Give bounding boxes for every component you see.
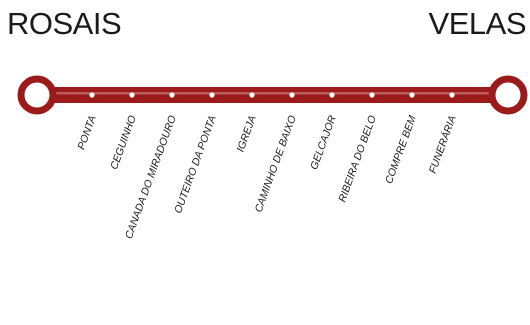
stop-label: CEGUINHO <box>108 114 139 171</box>
stop-dot <box>289 92 295 98</box>
end-terminus-label: VELAS <box>428 6 527 41</box>
stop-label: IGREJA <box>235 114 259 154</box>
route-line <box>30 87 508 103</box>
stop-label: GELCAJOR <box>308 114 339 172</box>
stop-dot <box>169 92 175 98</box>
stop-label: FUNERÁRIA <box>426 114 459 175</box>
start-terminus-circle <box>17 75 57 115</box>
stop-dot <box>449 92 455 98</box>
stop-dot <box>129 92 135 98</box>
route-line-highlight <box>40 92 498 95</box>
route-line-group <box>30 87 508 103</box>
stop-label: RIBEIRA DO BELO <box>336 114 378 204</box>
stop-label: CAMINHO DE BAIXO <box>253 114 299 214</box>
stop-dot <box>209 92 215 98</box>
stop-dot <box>329 92 335 98</box>
start-terminus-label: ROSAIS <box>7 6 122 41</box>
end-terminus-circle <box>488 75 528 115</box>
stop-label: COMPRE BEM <box>383 114 419 186</box>
stop-dot <box>409 92 415 98</box>
stop-label: PONTA <box>75 114 98 151</box>
stop-label: OUTEIRO DA PONTA <box>172 114 219 215</box>
stop-dot <box>89 92 95 98</box>
stop-dot <box>369 92 375 98</box>
stop-dot <box>249 92 255 98</box>
